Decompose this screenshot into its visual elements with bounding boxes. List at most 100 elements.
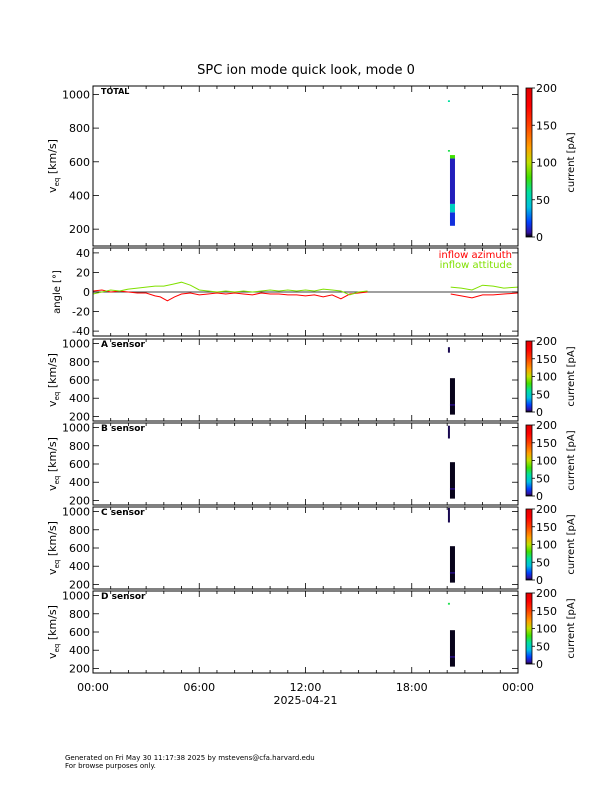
colorbar-tick-label: 0 (536, 231, 543, 244)
colorbar (525, 592, 533, 665)
colorbar (525, 424, 533, 497)
y-tick-label: 1000 (62, 506, 90, 519)
series-line (92, 281, 368, 296)
heatmap-cell (449, 404, 455, 406)
colorbar-label: current [pA] (566, 346, 577, 406)
legend-entry: inflow attitude (440, 260, 512, 271)
heatmap-cell (449, 630, 455, 667)
y-tick-label: 200 (69, 223, 90, 236)
series-line (450, 284, 519, 291)
colorbar (525, 87, 533, 238)
x-tick-label: 12:00 (290, 681, 322, 694)
colorbar (525, 508, 533, 581)
y-tick-label: 800 (69, 524, 90, 537)
panel-label: C sensor (101, 508, 145, 518)
colorbar-tick-label: 150 (536, 521, 557, 534)
y-tick-label: 40 (76, 247, 90, 260)
heatmap-cell (449, 378, 455, 415)
y-tick-label: 400 (69, 189, 90, 202)
colorbar-label: current [pA] (566, 430, 577, 490)
y-tick-label: 800 (69, 440, 90, 453)
y-tick-label: 400 (69, 392, 90, 405)
y-tick-label: -40 (72, 325, 90, 338)
colorbar-tick-label: 100 (536, 157, 557, 170)
y-axis-label: angle [°] (52, 270, 63, 314)
series-line (92, 289, 368, 302)
heatmap-cell (449, 656, 455, 658)
x-axis-date-label: 2025-04-21 (274, 694, 338, 707)
colorbar-tick-label: 150 (536, 353, 557, 366)
colorbar-tick-label: 0 (536, 574, 543, 587)
colorbar-tick-label: 100 (536, 623, 557, 636)
colorbar-tick-label: 50 (536, 194, 550, 207)
x-tick-label: 00:00 (502, 681, 534, 694)
heatmap-cell (447, 100, 450, 102)
panel-label: TOTAL (101, 87, 129, 96)
y-tick-label: 1000 (62, 590, 90, 603)
panel-6: D sensor 0 50 100 150 200 current [pA] veq [km/… (46, 587, 577, 675)
y-tick-label: 400 (69, 560, 90, 573)
colorbar-label: current [pA] (566, 132, 577, 192)
colorbar-tick-label: 200 (536, 587, 557, 600)
colorbar-tick-label: 50 (536, 472, 550, 485)
panel-4: B sensor 0 50 100 150 200 current [pA] veq [km/… (46, 419, 577, 507)
colorbar-tick-label: 150 (536, 437, 557, 450)
y-tick-label: 1000 (62, 88, 90, 101)
legend-entry: inflow azimuth (439, 250, 512, 261)
heatmap-cell (447, 507, 450, 523)
heatmap-cell (449, 546, 455, 583)
colorbar-tick-label: 200 (536, 503, 557, 516)
colorbar-tick-label: 200 (536, 335, 557, 348)
colorbar-tick-label: 100 (536, 539, 557, 552)
panel-3: A sensor 0 50 100 150 200 current [pA] veq [km/… (46, 335, 577, 423)
y-tick-label: 400 (69, 644, 90, 657)
y-tick-label: 400 (69, 476, 90, 489)
y-tick-label: 800 (69, 608, 90, 621)
y-tick-label: 1000 (62, 422, 90, 435)
series-line (450, 292, 519, 299)
x-tick-label: 18:00 (396, 681, 428, 694)
panel-label: D sensor (101, 592, 146, 602)
footer: Generated on Fri May 30 11:17:38 2025 by… (65, 754, 315, 770)
y-tick-label: 20 (76, 266, 90, 279)
y-tick-label: 600 (69, 374, 90, 387)
y-axis-label: veq [km/s] (46, 353, 61, 407)
heatmap-cell (449, 572, 455, 574)
y-tick-label: 200 (69, 662, 90, 675)
colorbar-tick-label: 200 (536, 419, 557, 432)
y-tick-label: -20 (72, 306, 90, 319)
y-tick-label: 600 (69, 458, 90, 471)
footer-browse-line: For browse purposes only. (65, 762, 156, 770)
y-tick-label: 600 (69, 542, 90, 555)
y-tick-label: 600 (69, 156, 90, 169)
heatmap-cell (447, 425, 450, 439)
chart-title: SPC ion mode quick look, mode 0 (197, 63, 415, 78)
y-tick-label: 200 (69, 494, 90, 507)
heatmap-cell (449, 155, 455, 159)
panel-1: TOTAL 0 50 100 150 200 current [pA] veq [km/s] 2… (46, 82, 577, 247)
colorbar-tick-label: 0 (536, 490, 543, 503)
x-tick-label: 00:00 (77, 681, 109, 694)
heatmap-cell (447, 347, 450, 353)
y-tick-label: 200 (69, 410, 90, 423)
y-tick-label: 0 (83, 286, 90, 299)
heatmap-cell (447, 602, 450, 605)
panel-5: C sensor 0 50 100 150 200 current [pA] veq [km/… (46, 503, 577, 591)
colorbar-tick-label: 100 (536, 455, 557, 468)
y-tick-label: 800 (69, 122, 90, 135)
x-tick-label: 06:00 (183, 681, 215, 694)
y-tick-label: 1000 (62, 338, 90, 351)
colorbar-label: current [pA] (566, 514, 577, 574)
y-tick-label: 200 (69, 578, 90, 591)
heatmap-cell (449, 158, 455, 204)
y-axis-label: veq [km/s] (46, 139, 61, 193)
colorbar (525, 340, 533, 413)
colorbar-label: current [pA] (566, 598, 577, 658)
y-tick-label: 600 (69, 626, 90, 639)
y-axis-label: veq [km/s] (46, 521, 61, 575)
heatmap-cell (449, 212, 455, 226)
colorbar-tick-label: 50 (536, 640, 550, 653)
colorbar-tick-label: 100 (536, 371, 557, 384)
